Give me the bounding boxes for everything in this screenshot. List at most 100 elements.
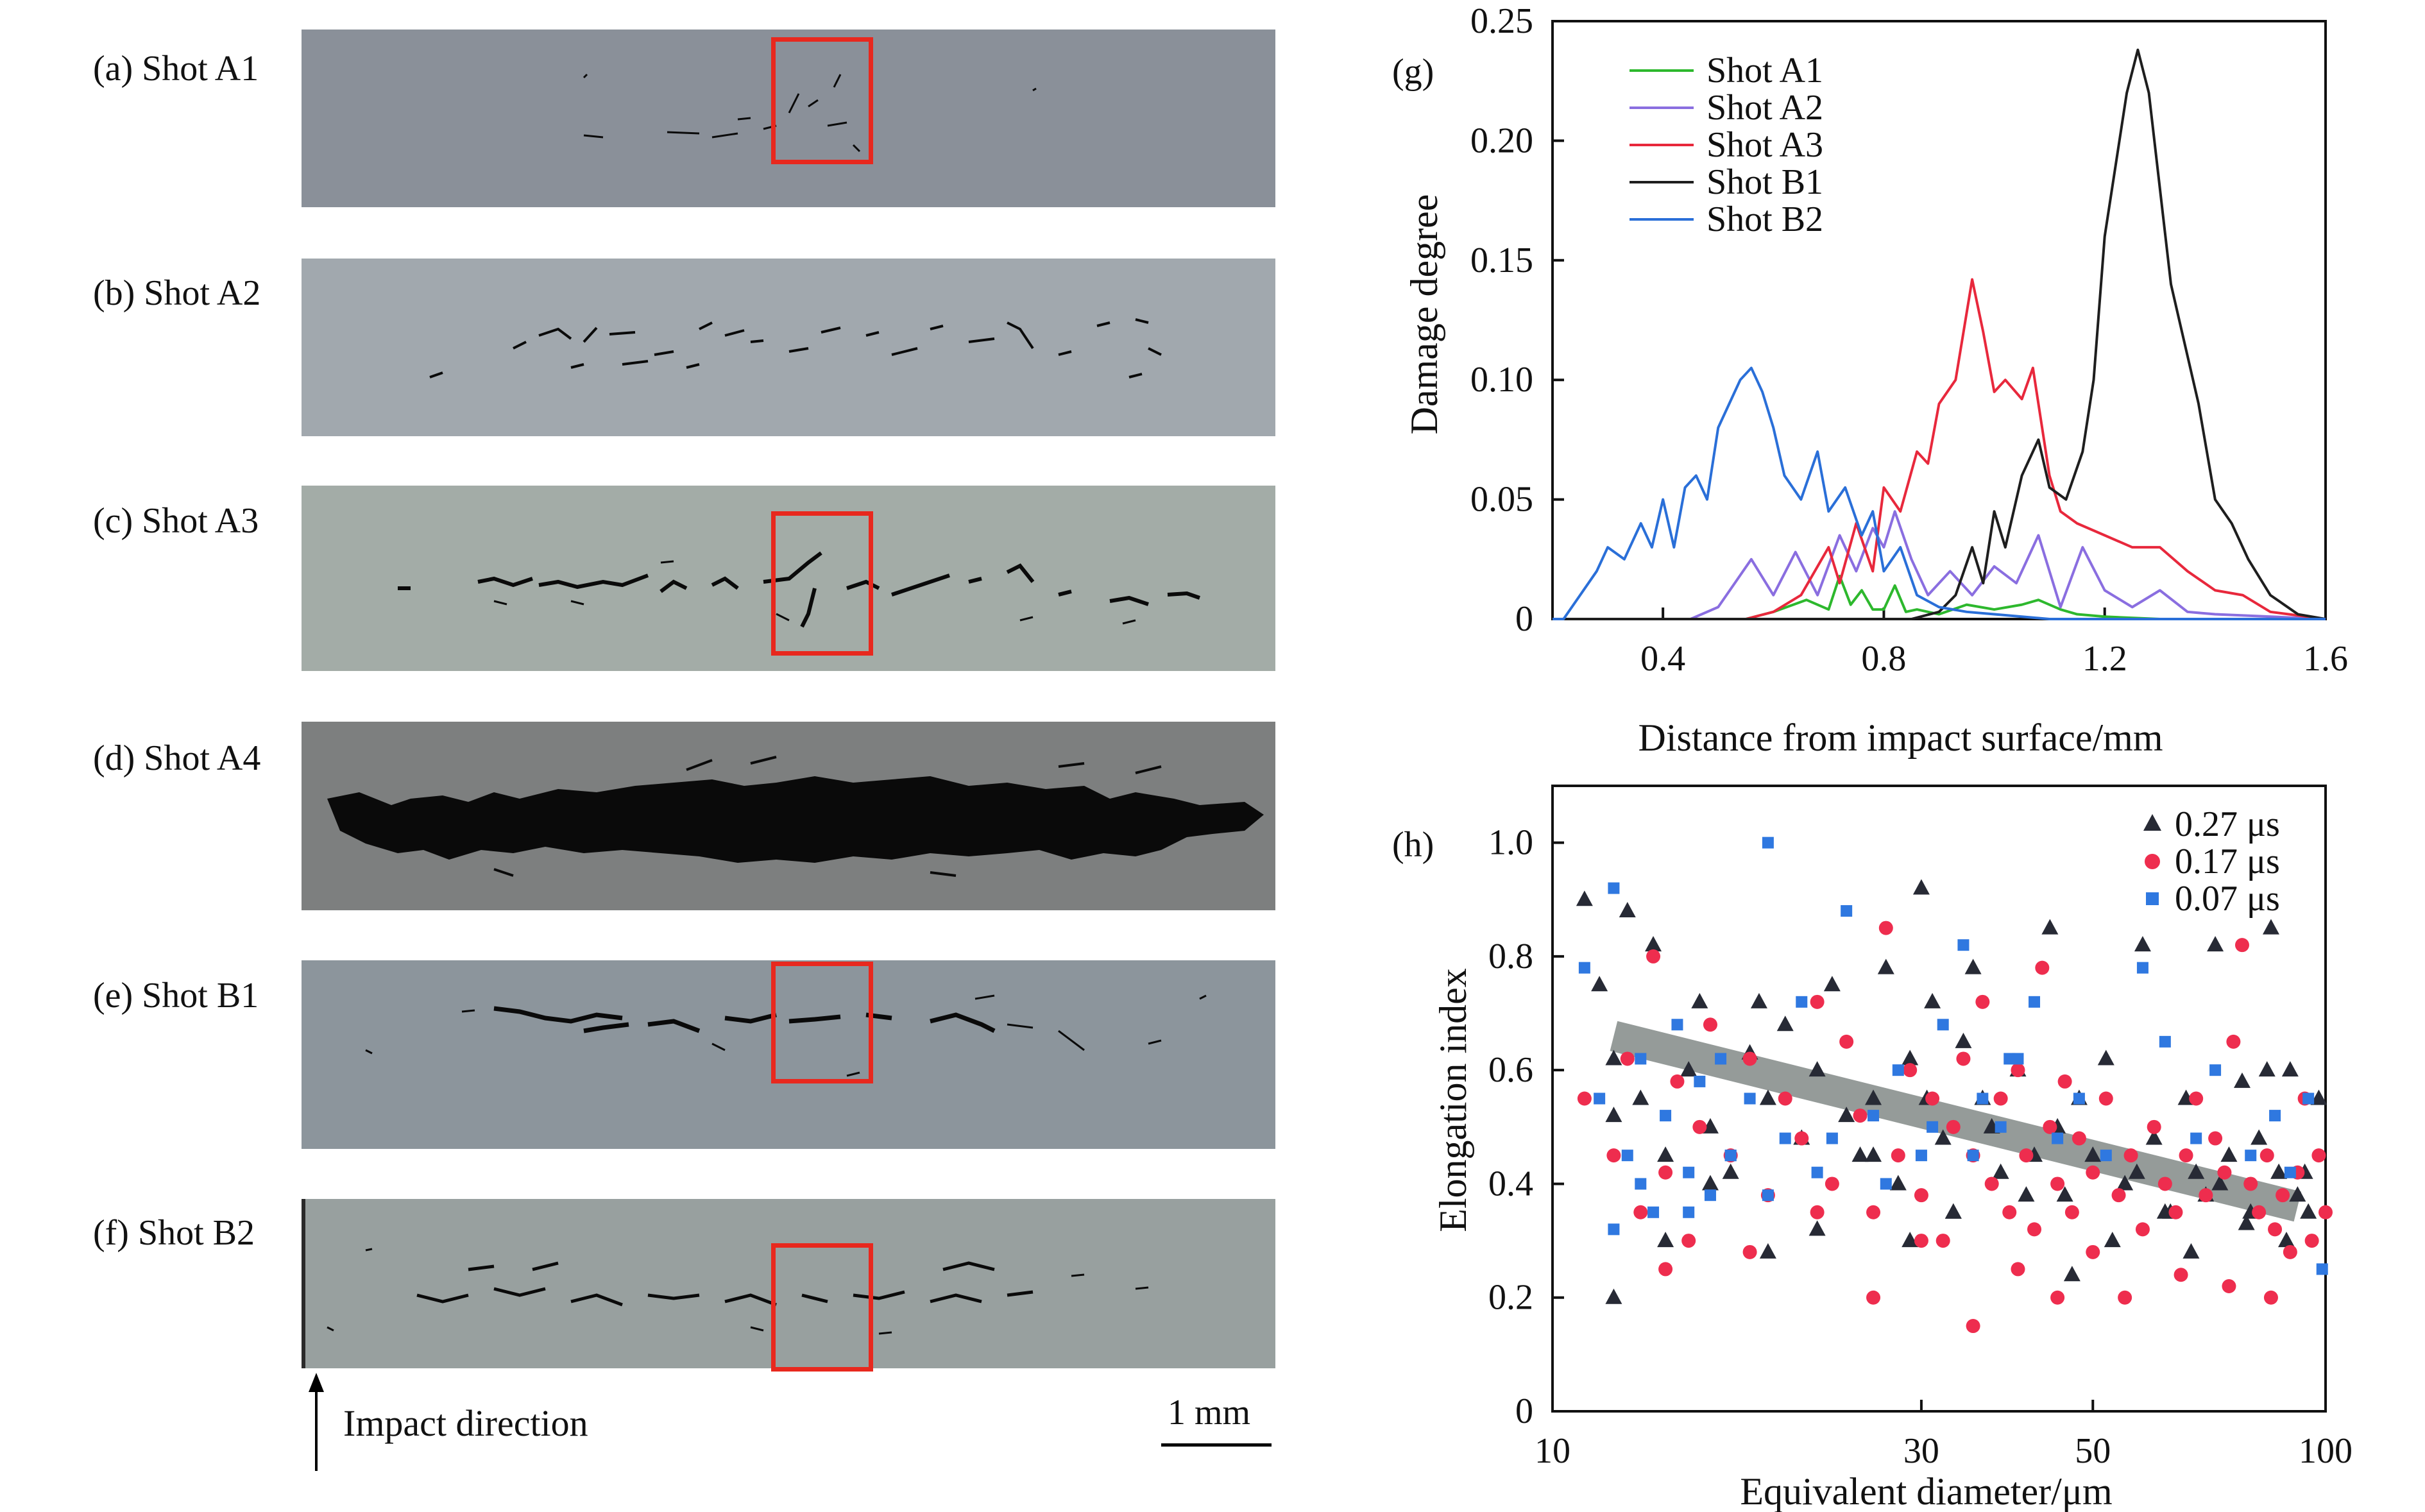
chart-h-point-triangle (1759, 1243, 1776, 1259)
chart-h-point-triangle (1808, 1061, 1826, 1077)
chart-h-point-circle (1794, 1131, 1809, 1146)
micrograph-e (302, 960, 1275, 1149)
chart-h-point-circle (1681, 1234, 1696, 1248)
chart-h-point-circle (2019, 1148, 2034, 1163)
panel-b-label: (b) Shot A2 (93, 273, 261, 313)
chart-h-point-square (1608, 1223, 1620, 1236)
chart-h-point-square (1779, 1132, 1791, 1144)
chart-h-point-triangle (1750, 992, 1767, 1008)
chart-h-point-circle (1658, 1165, 1673, 1180)
chart-g-ytick-label: 0.10 (1470, 360, 1533, 400)
chart-h-point-triangle (2258, 1061, 2276, 1077)
chart-h-xtick-label: 30 (1903, 1431, 1939, 1471)
chart-h-point-circle (1878, 921, 1893, 935)
chart-h-point-circle (1646, 949, 1661, 964)
chart-h-point-circle (1984, 1176, 1999, 1191)
chart-g-panel-label: (g) (1392, 52, 1434, 92)
chart-h-point-triangle (1619, 902, 1636, 917)
chart-h-point-triangle (2300, 1203, 2317, 1219)
chart-h-point-circle (1658, 1262, 1673, 1277)
highlight-box-e (771, 962, 873, 1083)
chart-h-point-square (1927, 1121, 1939, 1133)
chart-h-point-circle (1810, 1205, 1825, 1219)
chart-h-point-square (2073, 1092, 2085, 1105)
chart-h-point-triangle (2233, 1072, 2251, 1088)
chart-h-point-square (1841, 905, 1853, 917)
chart-h-point-triangle (1823, 976, 1841, 992)
chart-h-point-triangle (2134, 936, 2151, 952)
micrograph-e-svg (302, 960, 1275, 1149)
chart-h-point-circle (1936, 1234, 1950, 1248)
chart-h-point-circle (2268, 1222, 2283, 1237)
chart-h-legend-marker (2143, 814, 2161, 831)
panel-c-label: (c) Shot A3 (93, 501, 259, 541)
chart-g-ytick-label: 0 (1515, 599, 1533, 639)
chart-g-ylabel: Damage degree (1403, 194, 1445, 435)
chart-g-xtick-label: 0.8 (1861, 639, 1906, 679)
chart-h-point-circle (1914, 1188, 1928, 1203)
chart-h-point-circle (1620, 1051, 1635, 1066)
chart-h-point-triangle (2097, 1049, 2114, 1066)
chart-h-point-circle (2011, 1063, 2025, 1078)
chart-g-frame (1551, 20, 2327, 620)
chart-h-point-triangle (2220, 1146, 2238, 1162)
chart-h-ytick-label: 0.2 (1488, 1278, 1533, 1318)
chart-h-point-triangle (2238, 1214, 2255, 1230)
chart-h-point-square (1977, 1092, 1989, 1105)
impact-arrow-icon (315, 1379, 318, 1471)
micrograph-f-svg (302, 1199, 1275, 1368)
chart-h-point-square (1724, 1150, 1737, 1162)
chart-h-point-circle (2011, 1262, 2025, 1277)
chart-g-legend-label: Shot A3 (1706, 125, 1823, 165)
micrograph-d-svg (302, 722, 1275, 910)
chart-h-point-circle (2111, 1188, 2126, 1203)
chart-g-series-line (1553, 574, 2326, 620)
chart-h-point-triangle (2211, 1175, 2229, 1191)
chart-h-point-circle (1993, 1091, 2008, 1106)
chart-h-point-square (1811, 1166, 1823, 1178)
panel-a-label: (a) Shot A1 (93, 49, 259, 89)
chart-h-point-circle (2168, 1205, 2183, 1219)
chart-h-xlabel: Equivalent diameter/μm (1740, 1470, 2112, 1512)
chart-h-point-square (2302, 1092, 2315, 1105)
chart-h-point-circle (2135, 1222, 2150, 1237)
chart-h-point-triangle (1924, 992, 1941, 1008)
chart-h-point-triangle (2116, 1175, 2134, 1191)
chart-h-point-square (2316, 1263, 2328, 1275)
chart-h-point-triangle (1877, 958, 1894, 974)
chart-h-point-square (1937, 1019, 1949, 1031)
chart-h-point-square (1868, 1110, 1880, 1122)
chart-h-point-square (1671, 1019, 1683, 1031)
impact-direction-label: Impact direction (343, 1402, 588, 1444)
chart-h-legend-label: 0.07 μs (2175, 879, 2280, 919)
chart-h-point-circle (1742, 1244, 1757, 1259)
chart-h-point-triangle (2207, 936, 2224, 952)
chart-h-point-square (1957, 939, 1970, 951)
chart-h-point-triangle (1851, 1146, 1869, 1162)
chart-h-point-triangle (1701, 1175, 1719, 1191)
chart-h-point-triangle (2041, 919, 2059, 935)
chart-h-legend-marker (2146, 892, 2159, 905)
chart-h-point-circle (1956, 1051, 1971, 1066)
chart-h-point-triangle (2188, 1163, 2205, 1179)
chart-h-legend-marker (2145, 854, 2160, 869)
chart-h-point-square (1608, 882, 1620, 894)
chart-h-point-triangle (1776, 1015, 1794, 1032)
chart-h-point-square (1995, 1121, 2007, 1133)
chart-h-point-triangle (1808, 1220, 1826, 1236)
panel-d-label: (d) Shot A4 (93, 738, 261, 778)
chart-h-point-circle (1866, 1205, 1881, 1219)
highlight-box-c (771, 511, 873, 656)
chart-h-ytick-label: 1.0 (1488, 823, 1533, 863)
chart-h-xtick-label: 100 (2299, 1431, 2353, 1471)
chart-h-point-circle (2086, 1165, 2100, 1180)
chart-h-point-triangle (2289, 1186, 2306, 1202)
chart-h-ytick-label: 0.4 (1488, 1164, 1533, 1203)
chart-h-point-circle (2311, 1148, 2326, 1163)
chart-g-legend-label: Shot B2 (1706, 200, 1823, 239)
chart-h-point-circle (2002, 1205, 2017, 1219)
chart-g-series-line (1553, 366, 2326, 620)
highlight-box-a (771, 37, 873, 164)
chart-h-point-square (1967, 1150, 1979, 1162)
chart-h-panel-label: (h) (1392, 825, 1434, 865)
